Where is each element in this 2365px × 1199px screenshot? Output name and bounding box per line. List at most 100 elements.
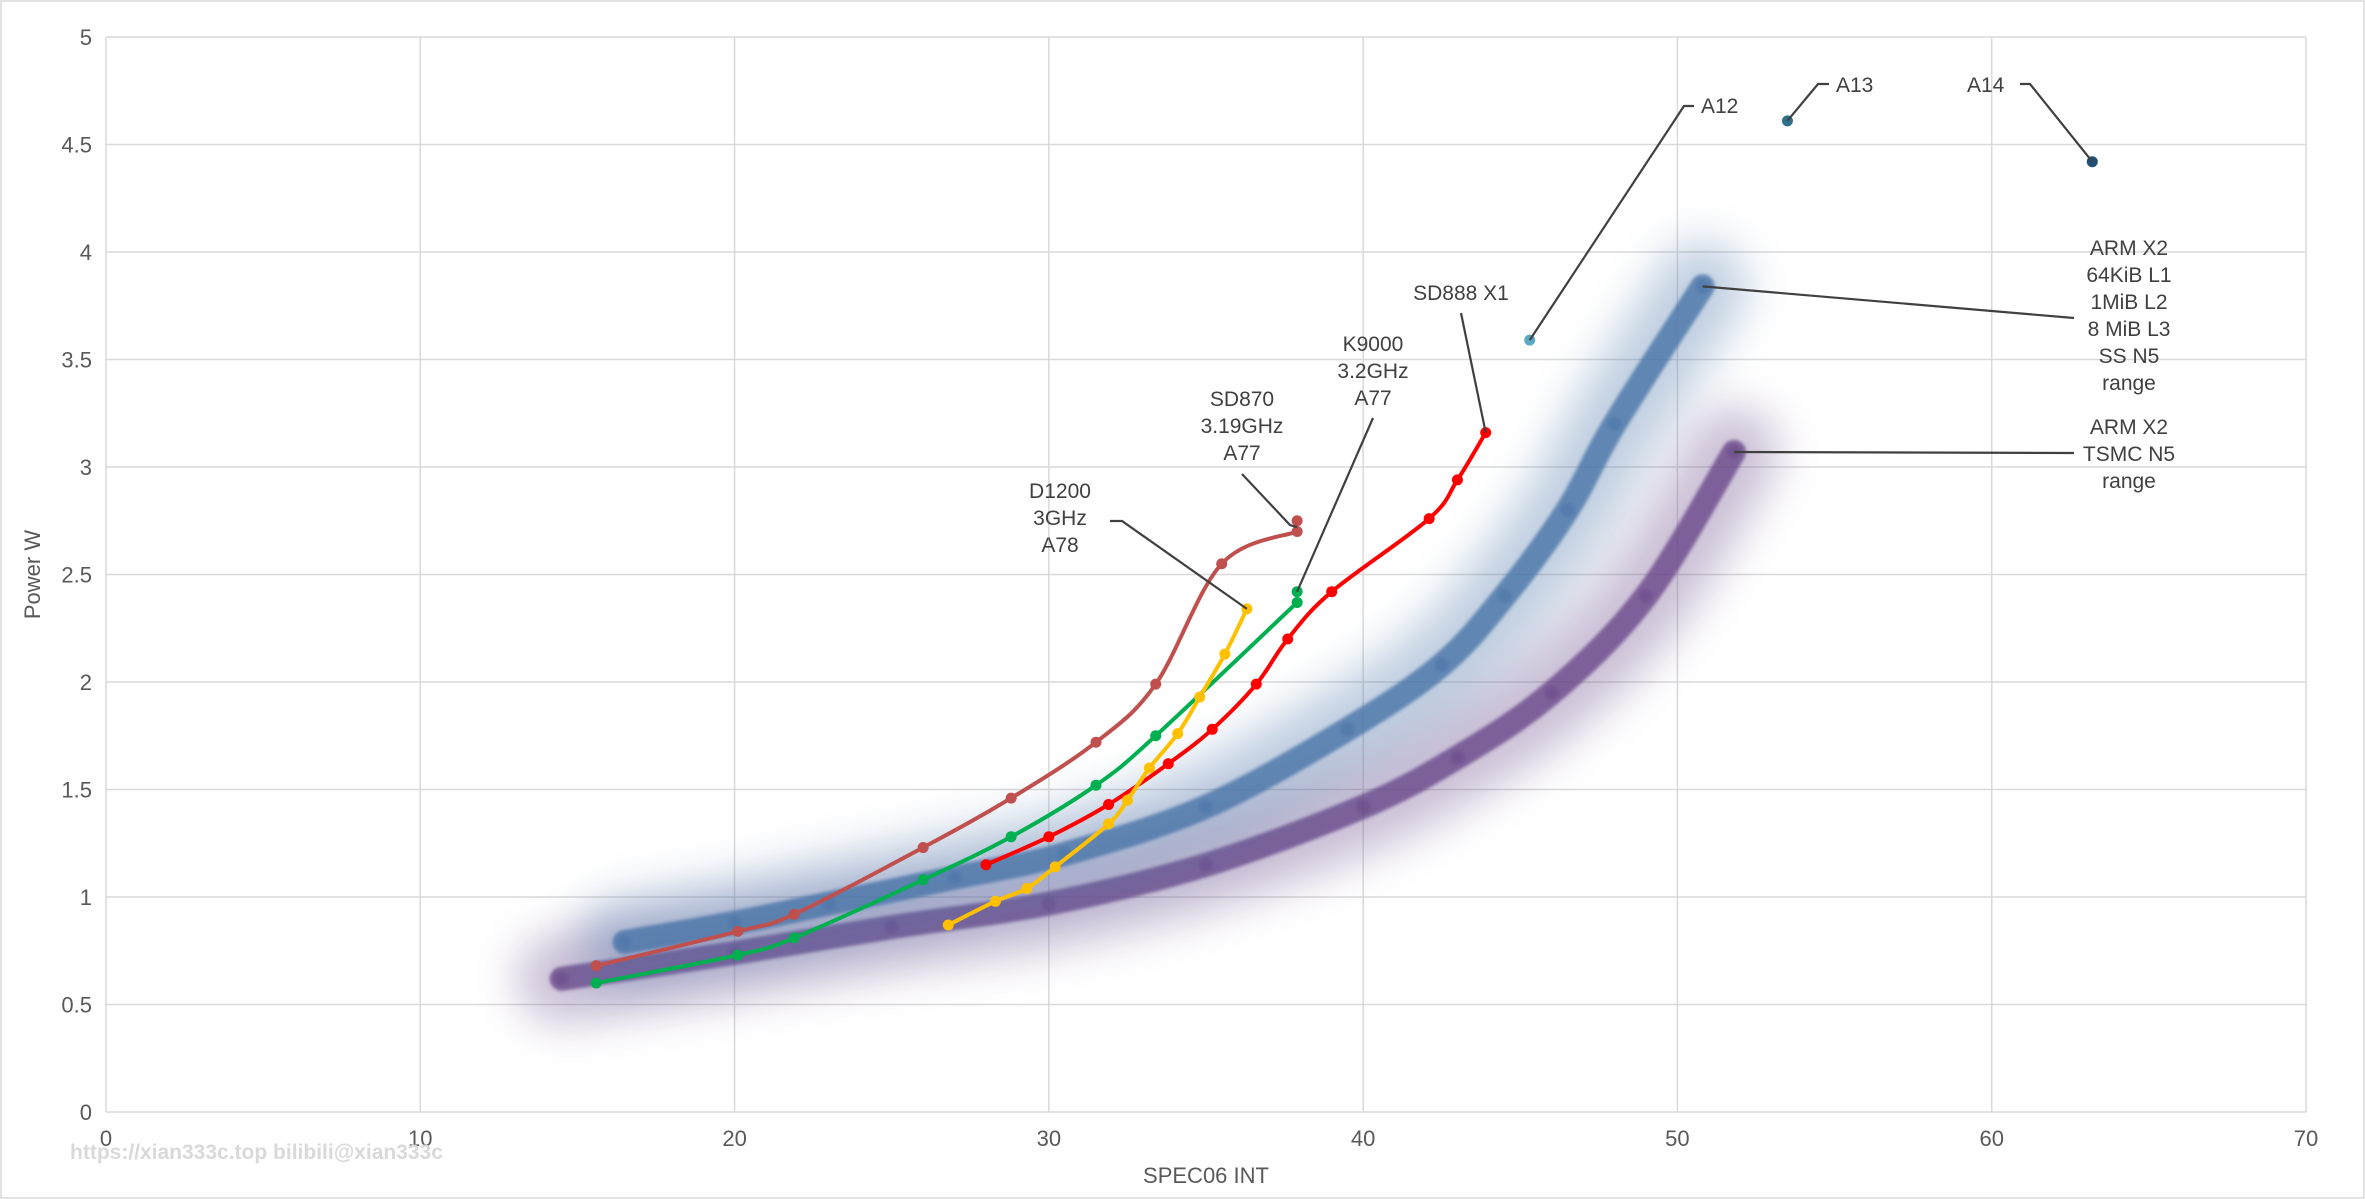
annotation-label: 3GHz [1033, 507, 1087, 530]
range-band-marker [1695, 279, 1710, 294]
data-point [1090, 779, 1102, 791]
annotation-label: 3.2GHz [1337, 360, 1408, 383]
data-point [1291, 526, 1303, 537]
annotation-label: TSMC N5 [2083, 443, 2175, 466]
annotation-leader [1733, 450, 2075, 455]
annotation-label: ARM X2 [2090, 237, 2168, 260]
annotation-label: A77 [1354, 387, 1391, 410]
annotation-label: 8 MiB L3 [2088, 318, 2171, 341]
annotation-label: A14 [1967, 74, 2005, 97]
range-band-marker [617, 935, 632, 950]
y-axis-title: Power W [20, 530, 45, 619]
data-point [917, 842, 929, 854]
data-point [788, 908, 800, 920]
range-band-marker [1639, 589, 1653, 603]
annotation-label: SS N5 [2099, 345, 2160, 368]
data-point [1219, 648, 1231, 660]
data-point [1250, 678, 1262, 690]
data-point [788, 932, 800, 944]
data-point [1194, 691, 1206, 703]
x-tick-label: 10 [408, 1126, 432, 1151]
data-point [1162, 758, 1174, 770]
range-band-marker [554, 971, 569, 986]
data-point [1005, 831, 1017, 843]
y-tick-label: 1.5 [61, 778, 92, 803]
data-point [1282, 633, 1294, 645]
annotation-leader [1241, 473, 1298, 529]
data-point [1216, 558, 1228, 570]
annotation-label: 64KiB L1 [2086, 264, 2171, 287]
y-tick-label: 5 [80, 25, 92, 50]
annotation-label: D1200 [1029, 480, 1091, 503]
x-tick-label: 60 [1979, 1126, 2003, 1151]
data-point [942, 919, 954, 931]
x-tick-label: 40 [1351, 1126, 1375, 1151]
data-point [1121, 794, 1133, 806]
data-series [590, 427, 1492, 989]
annotation-leader [1786, 82, 1829, 122]
single-data-point [1524, 334, 1536, 346]
data-point [1423, 513, 1435, 525]
range-band-marker [1727, 444, 1741, 459]
range-band-marker [1450, 750, 1465, 765]
data-point [1103, 799, 1115, 811]
data-point [980, 859, 992, 871]
x-tick-label: 70 [2294, 1126, 2318, 1151]
annotation-label: range [2102, 470, 2156, 493]
y-tick-label: 3 [80, 455, 92, 480]
y-tick-label: 2 [80, 670, 92, 695]
data-point [1049, 861, 1061, 873]
annotation-label: A13 [1836, 74, 1873, 97]
x-tick-label: 0 [100, 1126, 112, 1151]
y-tick-label: 4.5 [61, 133, 92, 158]
y-tick-label: 4 [80, 240, 92, 265]
data-point [1451, 474, 1463, 486]
annotation-label: A12 [1701, 95, 1738, 118]
annotation-leader [1702, 285, 2075, 320]
annotation-label: SD888 X1 [1413, 282, 1509, 305]
y-tick-label: 2.5 [61, 563, 92, 588]
data-point [1291, 596, 1303, 608]
y-tick-label: 0 [80, 1100, 92, 1125]
y-tick-label: 0.5 [61, 993, 92, 1018]
data-point [1206, 723, 1218, 735]
annotation-label: A77 [1223, 442, 1260, 465]
annotation-leader [1528, 104, 1694, 341]
range-band-marker [1199, 799, 1213, 814]
y-tick-label: 3.5 [61, 348, 92, 373]
data-point [1043, 831, 1055, 843]
y-tick-label: 1 [80, 885, 92, 910]
range-band-marker [1434, 657, 1449, 672]
x-tick-label: 20 [722, 1126, 746, 1151]
x-axis-title: SPEC06 INT [1143, 1163, 1269, 1188]
range-band-marker [1607, 417, 1622, 431]
annotation-leader [1459, 312, 1487, 433]
annotation-label: 3.19GHz [1201, 415, 1284, 438]
range-band-marker [1497, 589, 1512, 603]
x-tick-label: 30 [1037, 1126, 1061, 1151]
data-point [1103, 818, 1115, 830]
range-band-marker [1199, 857, 1213, 872]
data-point [590, 960, 602, 972]
data-point [1326, 586, 1338, 598]
annotations: D1200 3GHz A78 SD870 3.19GHz A77 K9000 3.2GHz A7… [1029, 74, 2175, 610]
data-point [1005, 792, 1017, 804]
data-point [917, 874, 929, 886]
data-point [989, 895, 1001, 907]
range-band-marker [947, 870, 962, 885]
annotation-leader [1296, 417, 1375, 593]
data-point [732, 949, 744, 961]
range-band-marker [1340, 722, 1355, 737]
range-band-marker [1356, 799, 1371, 814]
annotation-label: range [2102, 372, 2156, 395]
range-band-marker [1560, 503, 1575, 517]
annotation-label: A78 [1041, 534, 1078, 557]
data-point [1021, 882, 1033, 894]
annotation-leader [1110, 519, 1248, 610]
range-band-marker [1544, 685, 1559, 700]
annotation-label: ARM X2 [2090, 416, 2168, 439]
data-point [1480, 427, 1492, 439]
